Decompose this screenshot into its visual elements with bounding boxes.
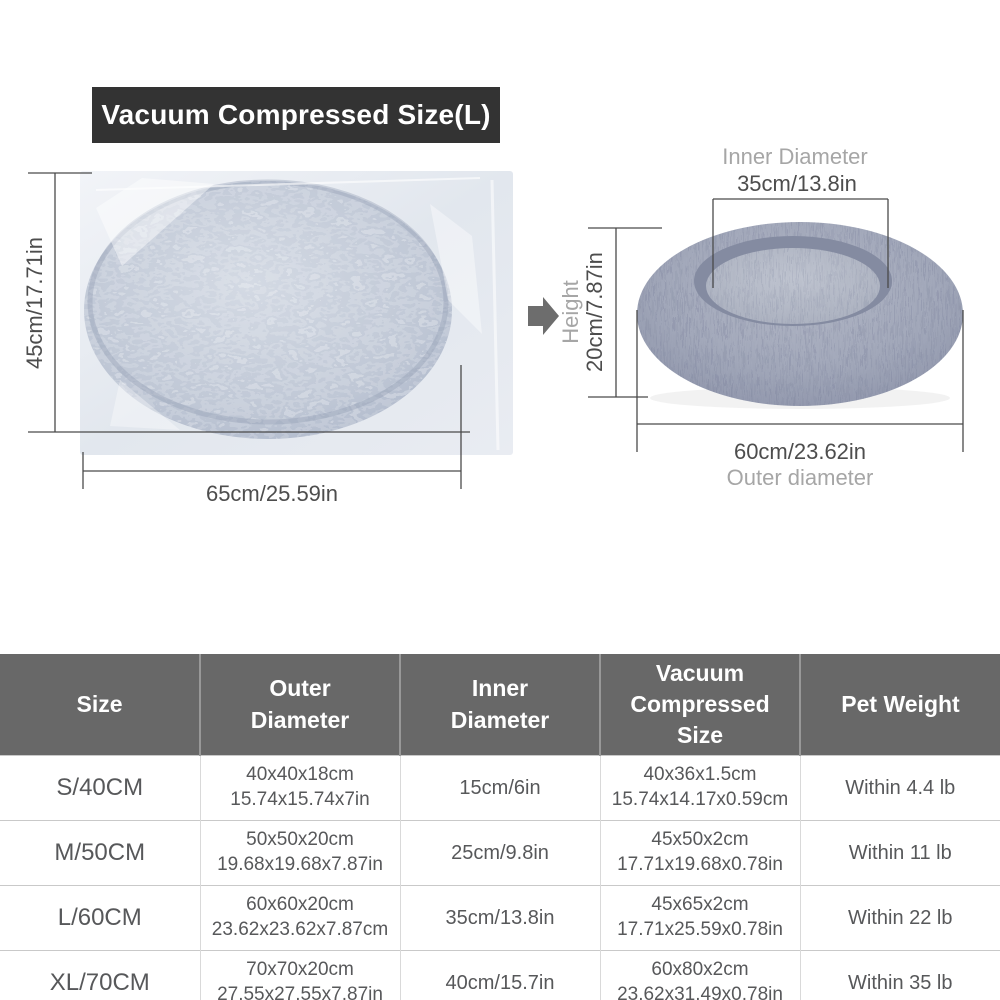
cell-vacuum: 45x65x2cm 17.71x25.59x0.78in	[599, 885, 800, 951]
table-row: XL/70CM 70x70x20cm 27.55x27.55x7.87in 40…	[0, 950, 1000, 1000]
cell-inner: 35cm/13.8in	[399, 885, 600, 951]
cell-inner: 15cm/6in	[399, 755, 600, 821]
cell-weight: Within 35 lb	[799, 950, 1000, 1000]
cell-weight: Within 22 lb	[799, 885, 1000, 951]
outer-diameter-title: Outer diameter	[727, 465, 874, 490]
inner-diameter-value: 35cm/13.8in	[737, 171, 857, 196]
bed-height-value: 20cm/7.87in	[582, 252, 607, 372]
cell-size: S/40CM	[0, 755, 200, 821]
column-header-inner: Inner Diameter	[399, 654, 600, 756]
bag-height-label: 45cm/17.71in	[22, 237, 47, 369]
pet-bed-photo	[637, 222, 963, 409]
size-illustration: 45cm/17.71in 65cm/25.59in Inner Diameter…	[22, 144, 964, 506]
cell-inner: 40cm/15.7in	[399, 950, 600, 1000]
table-row: S/40CM 40x40x18cm 15.74x15.74x7in 15cm/6…	[0, 755, 1000, 821]
cell-vacuum: 45x50x2cm 17.71x19.68x0.78in	[599, 820, 800, 886]
cell-vacuum: 60x80x2cm 23.62x31.49x0.78in	[599, 950, 800, 1000]
bag-height-dimension: 45cm/17.71in	[22, 172, 470, 433]
column-header-size: Size	[0, 654, 200, 756]
cell-weight: Within 11 lb	[799, 820, 1000, 886]
column-header-weight: Pet Weight	[799, 654, 1000, 756]
cell-outer: 50x50x20cm 19.68x19.68x7.87in	[199, 820, 400, 886]
cell-size: L/60CM	[0, 885, 200, 951]
column-header-outer: Outer Diameter	[199, 654, 400, 756]
banner-title: Vacuum Compressed Size(L)	[92, 87, 500, 143]
size-table: Size Outer Diameter Inner Diameter Vacuu…	[0, 654, 1000, 1000]
cell-vacuum: 40x36x1.5cm 15.74x14.17x0.59cm	[599, 755, 800, 821]
bed-inner-diameter-dimension: Inner Diameter 35cm/13.8in	[712, 144, 889, 288]
cell-size: XL/70CM	[0, 950, 200, 1000]
inner-diameter-title: Inner Diameter	[722, 144, 868, 169]
cell-weight: Within 4.4 lb	[799, 755, 1000, 821]
bed-height-title: Height	[558, 280, 583, 344]
cell-outer: 40x40x18cm 15.74x15.74x7in	[199, 755, 400, 821]
column-header-vacuum: Vacuum Compressed Size	[599, 654, 800, 756]
bag-width-label: 65cm/25.59in	[206, 481, 338, 506]
compressed-bag-photo	[80, 171, 513, 455]
cell-size: M/50CM	[0, 820, 200, 886]
outer-diameter-value: 60cm/23.62in	[734, 439, 866, 464]
cell-outer: 60x60x20cm 23.62x23.62x7.87cm	[199, 885, 400, 951]
arrow-right-icon	[528, 297, 559, 335]
cell-outer: 70x70x20cm 27.55x27.55x7.87in	[199, 950, 400, 1000]
table-header-row: Size Outer Diameter Inner Diameter Vacuu…	[0, 654, 1000, 756]
bed-height-dimension: Height 20cm/7.87in	[558, 227, 662, 398]
cell-inner: 25cm/9.8in	[399, 820, 600, 886]
bag-width-dimension: 65cm/25.59in	[82, 365, 462, 506]
table-row: M/50CM 50x50x20cm 19.68x19.68x7.87in 25c…	[0, 820, 1000, 886]
table-row: L/60CM 60x60x20cm 23.62x23.62x7.87cm 35c…	[0, 885, 1000, 951]
bed-outer-diameter-dimension: 60cm/23.62in Outer diameter	[636, 310, 964, 490]
